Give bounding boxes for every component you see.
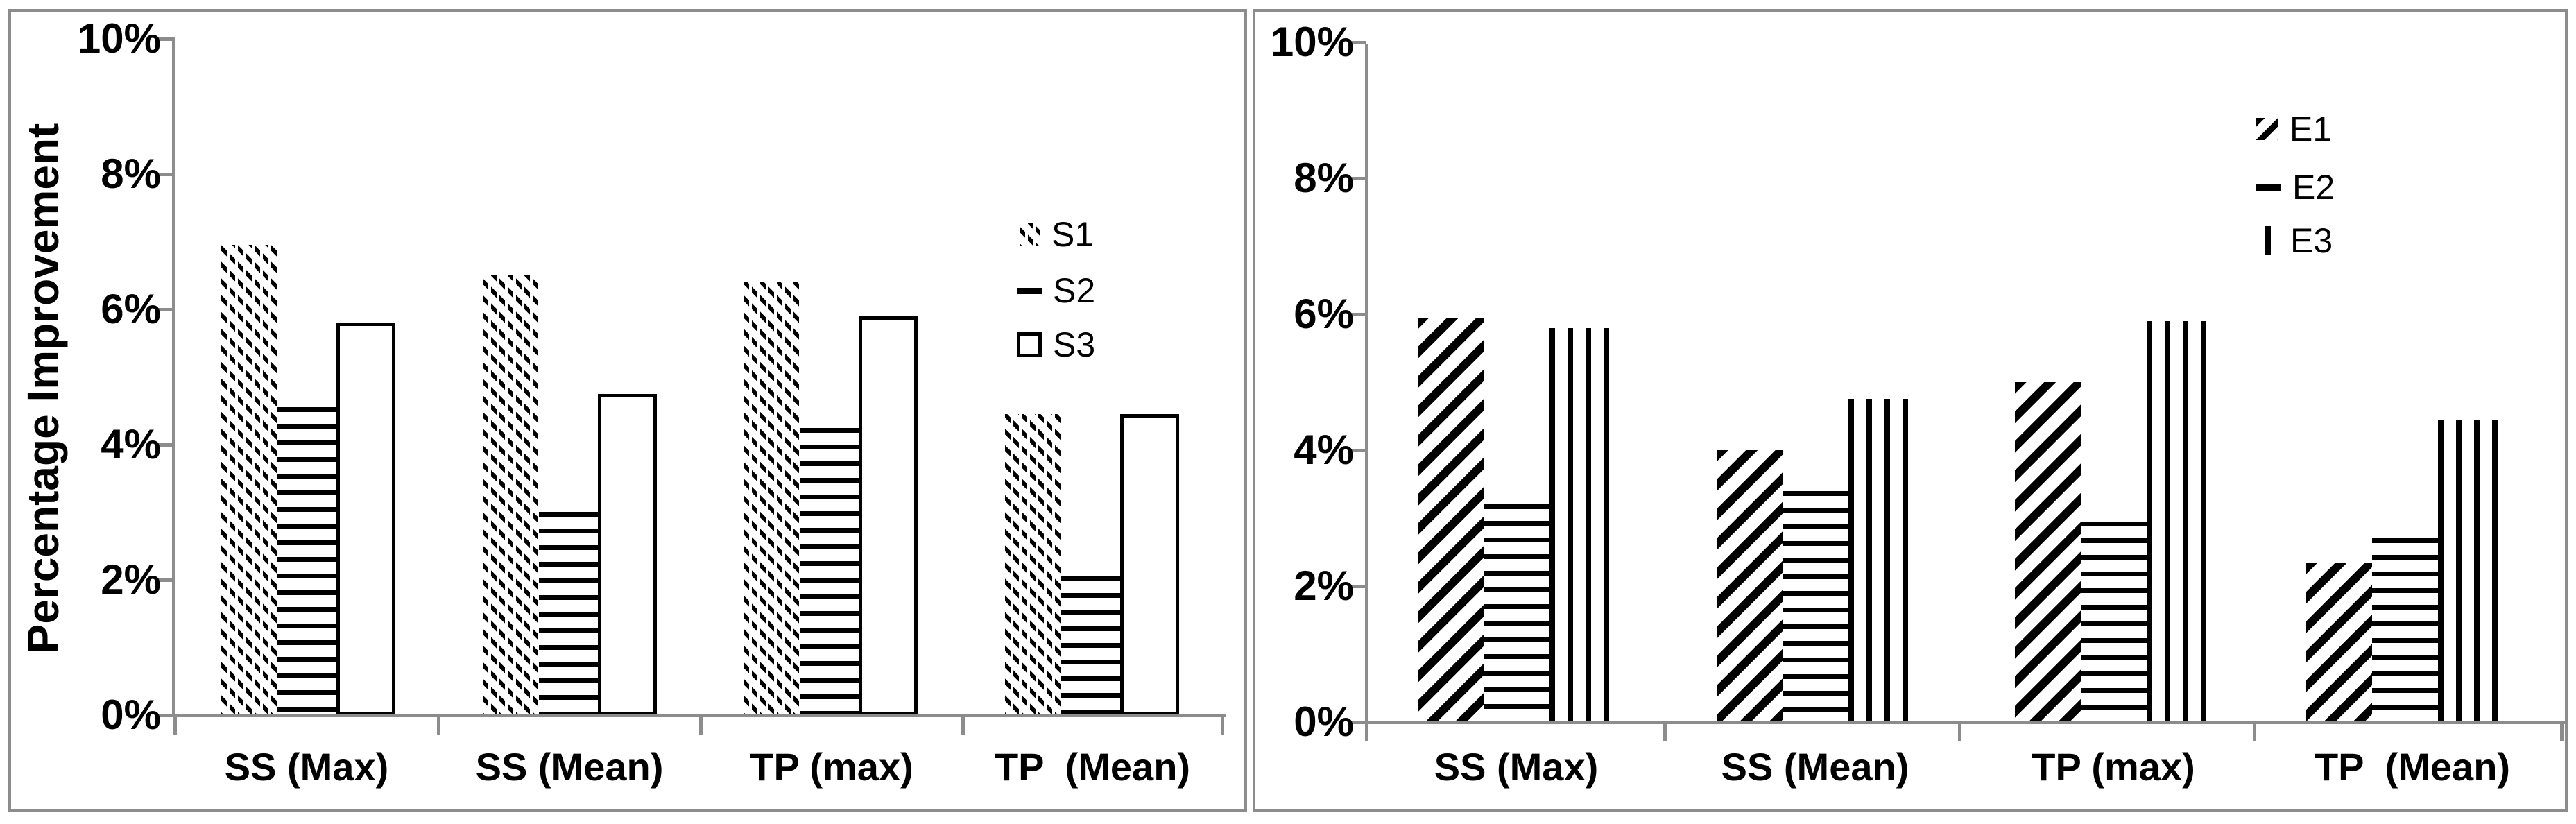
bar-E3-ss-(mean) (1848, 399, 1914, 722)
open-square-swatch-icon (1017, 332, 1042, 357)
y-tick-label: 8% (101, 151, 161, 197)
bar-S1-tp-(mean) (1002, 414, 1061, 715)
bar-S3-ss-(max) (336, 323, 395, 715)
bar-E1-tp-(max) (2015, 382, 2081, 722)
bar-E1-ss-(max) (1418, 318, 1484, 722)
legend-label-E1: E1 (2290, 110, 2333, 148)
y-tick-label: 4% (101, 421, 161, 467)
bar-S2-ss-(max) (277, 407, 336, 715)
bar-E2-ss-(mean) (1783, 491, 1848, 722)
x-tick-4 (1221, 715, 1224, 735)
legend-label-E3: E3 (2290, 221, 2333, 260)
y-tick-10% (1350, 41, 1366, 44)
x-tick-0 (173, 715, 177, 735)
x-tick-1 (1663, 722, 1667, 741)
bar-E2-tp-(max) (2081, 522, 2147, 722)
x-category-label: TP (max) (2032, 745, 2195, 789)
bar-S1-ss-(max) (218, 245, 277, 715)
y-tick-8% (1350, 177, 1366, 180)
bar-E3-tp-(max) (2147, 321, 2213, 722)
x-tick-3 (961, 715, 965, 735)
x-category-label: TP (Mean) (2314, 745, 2511, 789)
y-tick-label: 10% (1270, 19, 1354, 65)
y-axis-title: Percentage Improvement (18, 123, 68, 654)
y-tick-0% (1350, 721, 1366, 724)
x-category-label: SS (Max) (224, 745, 389, 789)
y-tick-8% (157, 173, 173, 176)
bar-S3-tp-(max) (859, 316, 918, 715)
horizontal-dash-swatch-icon (1017, 287, 1042, 294)
y-tick-label: 2% (1294, 563, 1354, 609)
x-category-label: TP (max) (750, 745, 913, 789)
bar-S2-tp-(max) (800, 428, 859, 715)
bar-E1-ss-(mean) (1717, 450, 1783, 722)
bar-S3-tp-(mean) (1120, 414, 1179, 715)
legend-label-S1: S1 (1051, 215, 1094, 254)
y-tick-6% (157, 308, 173, 311)
y-tick-label: 4% (1294, 427, 1354, 473)
y-tick-2% (157, 578, 173, 582)
y-tick-6% (1350, 313, 1366, 316)
x-tick-4 (2560, 722, 2564, 741)
bar-E1-tp-(mean) (2306, 563, 2372, 722)
legend-label-E2: E2 (2292, 168, 2335, 207)
y-tick-label: 6% (101, 286, 161, 332)
y-tick-label: 6% (1294, 291, 1354, 337)
bar-S1-tp-(max) (741, 282, 800, 715)
y-tick-label: 0% (101, 692, 161, 738)
legend-item-E1: E1 (2256, 112, 2332, 146)
x-category-label: TP (Mean) (994, 745, 1191, 789)
y-tick-10% (157, 37, 173, 41)
bar-S1-ss-(mean) (480, 275, 539, 715)
bar-E2-tp-(mean) (2372, 538, 2438, 722)
y-tick-label: 2% (101, 556, 161, 603)
x-tick-1 (437, 715, 440, 735)
legend-item-S1: S1 (1017, 217, 1094, 252)
bar-E2-ss-(max) (1484, 504, 1549, 722)
y-axis-line (1365, 44, 1368, 724)
legend-item-S3: S3 (1017, 327, 1095, 362)
x-tick-0 (1365, 722, 1368, 741)
bar-S2-tp-(mean) (1061, 576, 1120, 715)
legend-item-S2: S2 (1017, 273, 1095, 308)
y-tick-4% (1350, 449, 1366, 452)
x-tick-2 (1958, 722, 1961, 741)
legend-label-S2: S2 (1053, 271, 1096, 310)
bar-S2-ss-(mean) (539, 512, 598, 715)
x-category-label: SS (Mean) (475, 745, 664, 789)
y-tick-label: 8% (1294, 155, 1354, 201)
thin-diagonal-hatch-swatch-icon (1017, 223, 1040, 246)
x-tick-2 (699, 715, 703, 735)
bold-diagonal-swatch-icon (2256, 118, 2278, 140)
y-tick-0% (157, 714, 173, 717)
y-tick-label: 0% (1294, 698, 1354, 745)
x-tick-3 (2253, 722, 2256, 741)
y-tick-label: 10% (77, 15, 161, 62)
y-tick-4% (157, 443, 173, 447)
x-axis-line (1365, 721, 2565, 724)
legend-label-S3: S3 (1053, 325, 1096, 364)
bar-E3-tp-(mean) (2438, 420, 2504, 722)
legend-item-E3: E3 (2256, 223, 2333, 258)
bar-E3-ss-(max) (1549, 328, 1615, 722)
y-tick-2% (1350, 585, 1366, 588)
bar-S3-ss-(mean) (598, 394, 657, 715)
x-category-label: SS (Mean) (1721, 745, 1909, 789)
y-axis-line (172, 37, 175, 717)
legend-item-E2: E2 (2256, 170, 2335, 205)
x-category-label: SS (Max) (1434, 745, 1599, 789)
vertical-bar-swatch-icon (2265, 226, 2271, 255)
horizontal-dash-swatch-icon (2256, 184, 2281, 191)
